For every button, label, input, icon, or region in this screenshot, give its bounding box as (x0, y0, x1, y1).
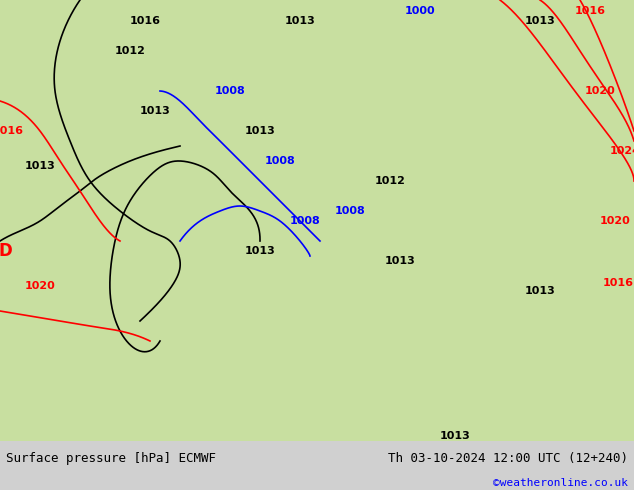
Text: 1013: 1013 (25, 161, 55, 171)
Text: 1013: 1013 (385, 256, 415, 266)
Text: 1012: 1012 (115, 46, 145, 56)
Text: 1008: 1008 (335, 206, 365, 216)
Text: 1016: 1016 (129, 16, 160, 26)
Text: Th 03-10-2024 12:00 UTC (12+240): Th 03-10-2024 12:00 UTC (12+240) (387, 452, 628, 465)
Text: 1013: 1013 (139, 106, 171, 116)
Text: 1008: 1008 (290, 216, 320, 226)
Text: 1000: 1000 (404, 6, 436, 16)
Text: D: D (0, 242, 12, 260)
Text: 1020: 1020 (25, 281, 55, 291)
Text: 1020: 1020 (585, 86, 616, 96)
Text: 1008: 1008 (264, 156, 295, 166)
Text: 1013: 1013 (285, 16, 315, 26)
Text: 1024: 1024 (609, 146, 634, 156)
Text: 1013: 1013 (524, 16, 555, 26)
Text: Surface pressure [hPa] ECMWF: Surface pressure [hPa] ECMWF (6, 452, 216, 465)
Text: 1013: 1013 (524, 286, 555, 296)
Text: 1013: 1013 (245, 126, 275, 136)
Text: 1016: 1016 (602, 278, 633, 288)
Polygon shape (0, 0, 634, 441)
Text: 1016: 1016 (574, 6, 605, 16)
Text: 1013: 1013 (439, 431, 470, 441)
Text: 1016: 1016 (0, 126, 23, 136)
Text: 1013: 1013 (245, 246, 275, 256)
Text: 1008: 1008 (215, 86, 245, 96)
Text: ©weatheronline.co.uk: ©weatheronline.co.uk (493, 478, 628, 488)
Text: 1012: 1012 (375, 176, 405, 186)
Text: 1020: 1020 (600, 216, 630, 226)
